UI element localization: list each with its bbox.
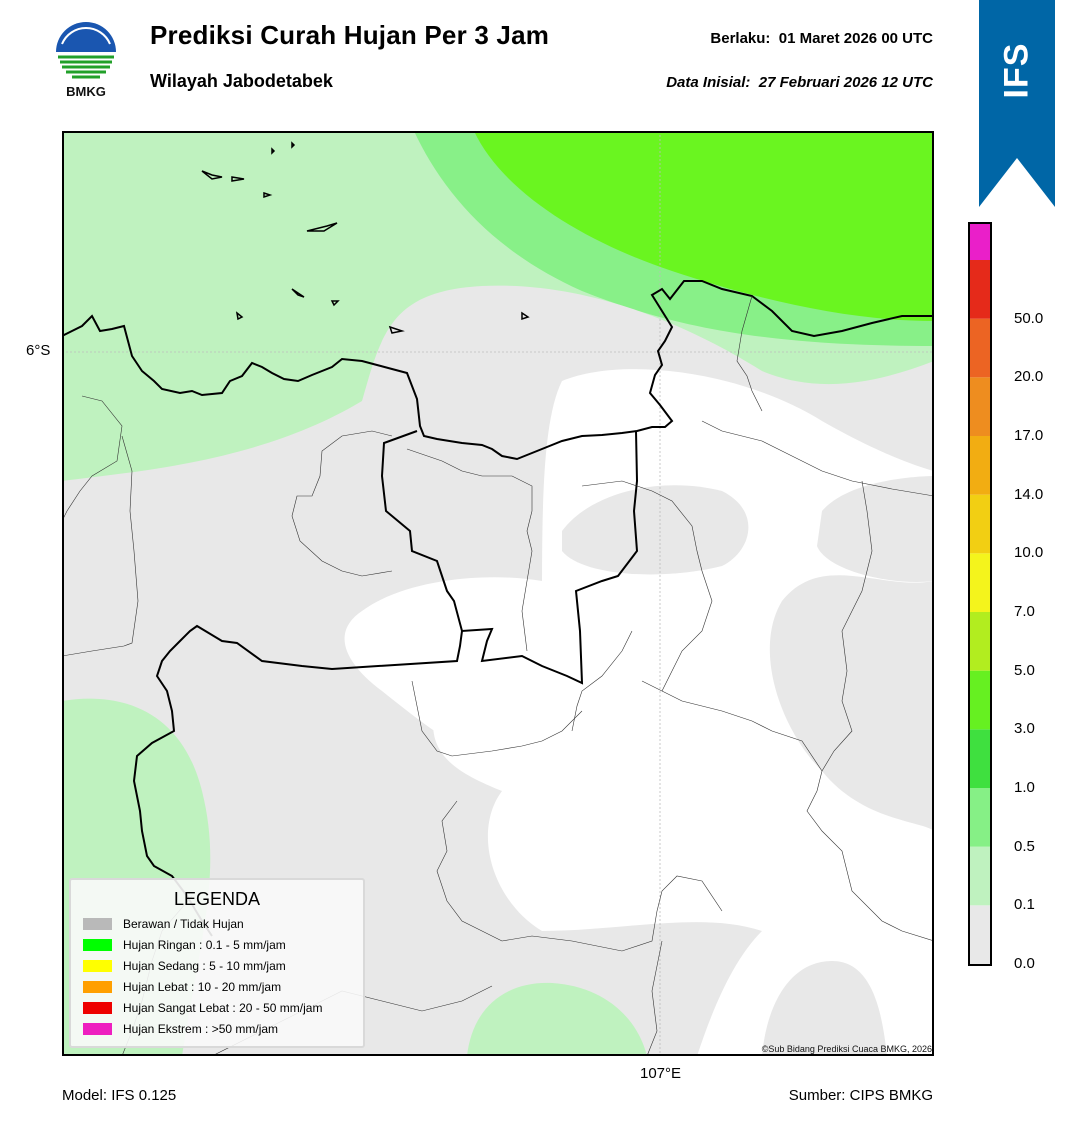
colorbar-segment (970, 318, 990, 378)
area-blank-2 (344, 577, 542, 771)
legend-label: Berawan / Tidak Hujan (123, 917, 244, 931)
colorbar-segment (970, 224, 990, 260)
colorbar-tick-label: 20.0 (1014, 368, 1044, 386)
colorbar-segment (970, 788, 990, 847)
legend-item-moderate: Hujan Sedang : 5 - 10 mm/jam (83, 959, 286, 973)
ifs-badge-label: IFS (979, 30, 1055, 110)
colorbar-segment (970, 377, 990, 436)
legend-label: Hujan Ringan : 0.1 - 5 mm/jam (123, 938, 286, 952)
legend-label: Hujan Ekstrem : >50 mm/jam (123, 1022, 279, 1036)
colorbar-segment (970, 846, 990, 906)
legend-label: Hujan Sedang : 5 - 10 mm/jam (123, 959, 286, 973)
province-boundary-west (132, 624, 463, 937)
colorbar-tick-label: 0.1 (1014, 896, 1035, 914)
coastline (62, 280, 934, 461)
colorbar-segment (970, 670, 990, 730)
colorbar-tick-label: 17.0 (1014, 427, 1044, 444)
colorbar-tick-label: 14.0 (1014, 485, 1044, 503)
colorbar-segment (970, 260, 990, 319)
legend-swatch (83, 960, 112, 972)
logo-text: BMKG (66, 84, 106, 99)
legend-item-very-heavy: Hujan Sangat Lebat : 20 - 50 mm/jam (83, 1001, 322, 1015)
legend-label: Hujan Sangat Lebat : 20 - 50 mm/jam (123, 1001, 323, 1015)
legend-swatch (83, 981, 112, 993)
district-lines (62, 295, 934, 1056)
model-label: Model: IFS 0.125 (62, 1087, 177, 1104)
colorbar (968, 222, 992, 966)
valid-time: Berlaku: 01 Maret 2026 00 UTC (710, 30, 933, 47)
colorbar-tick-label: 1.0 (1014, 779, 1035, 796)
colorbar-tick-label: 0.5 (1014, 837, 1035, 855)
colorbar-border (968, 222, 992, 966)
colorbar-segment (970, 729, 990, 788)
area-grey-se (762, 961, 887, 1056)
legend-swatch (83, 1023, 112, 1035)
colorbar-segment (970, 553, 990, 612)
legend-item-cloudy: Berawan / Tidak Hujan (83, 917, 244, 931)
colorbar-segment (970, 905, 990, 964)
page-title: Prediksi Curah Hujan Per 3 Jam (150, 20, 550, 50)
legend-swatch (83, 939, 112, 951)
islands (201, 141, 530, 334)
initial-data-time: Data Inisial: 27 Februari 2026 12 UTC (666, 74, 933, 91)
copyright-text: ©Sub Bidang Prediksi Cuaca BMKG, 2026 (761, 1044, 932, 1054)
bmkg-logo (56, 22, 116, 79)
legend-swatch (83, 1002, 112, 1014)
legend-title: LEGENDA (173, 889, 261, 909)
ifs-text: IFS (997, 42, 1036, 98)
colorbar-segment (970, 612, 990, 671)
colorbar-tick-label: 7.0 (1014, 603, 1035, 620)
area-blank (433, 369, 934, 1056)
colorbar-tick-label: 10.0 (1014, 544, 1044, 562)
colorbar-tick-label: 3.0 (1014, 720, 1035, 738)
latitude-label: 6°S (26, 342, 51, 359)
source-label: Sumber: CIPS BMKG (788, 1087, 933, 1104)
colorbar-segment (970, 436, 990, 495)
legend-box: LEGENDA Berawan / Tidak Hujan Hujan Ring… (69, 878, 365, 1048)
legend-item-light: Hujan Ringan : 0.1 - 5 mm/jam (83, 938, 286, 952)
longitude-label: 107°E (640, 1065, 682, 1082)
legend-label: Hujan Lebat : 10 - 20 mm/jam (123, 980, 282, 994)
province-boundary (380, 430, 639, 685)
legend-item-heavy: Hujan Lebat : 10 - 20 mm/jam (83, 980, 281, 994)
colorbar-tick-label: 50.0 (1014, 309, 1044, 327)
region-subtitle: Wilayah Jabodetabek (150, 71, 333, 91)
patch-s (467, 982, 647, 1056)
ifs-badge (979, 0, 1055, 207)
legend-swatch (83, 918, 112, 930)
band-10 (474, 131, 934, 321)
colorbar-segment (970, 494, 990, 554)
colorbar-tick-label: 5.0 (1014, 661, 1035, 679)
area-grey-island (562, 485, 749, 575)
legend-item-extreme: Hujan Ekstrem : >50 mm/jam (83, 1022, 278, 1036)
area-grey-east (817, 476, 934, 582)
rainfall-map (62, 131, 934, 1056)
colorbar-tick-label: 0.0 (1014, 955, 1035, 972)
